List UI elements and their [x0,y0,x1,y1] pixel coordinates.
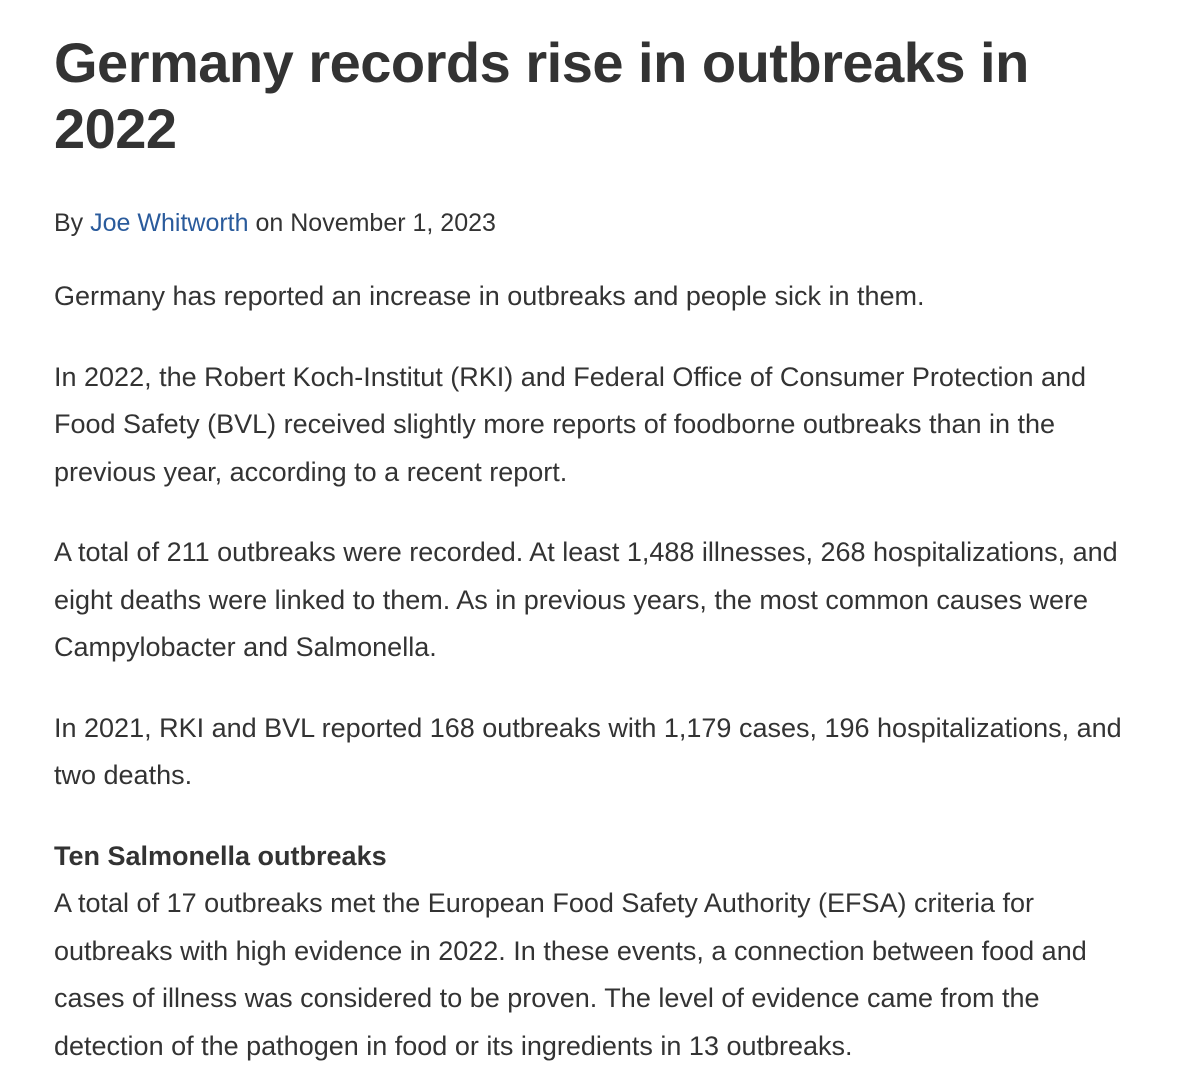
article: Germany records rise in outbreaks in 202… [54,30,1134,1070]
article-paragraph: Germany has reported an increase in outb… [54,281,925,311]
byline-prefix: By [54,209,84,237]
article-paragraph: A total of 211 outbreaks were recorded. … [54,537,1118,662]
article-title: Germany records rise in outbreaks in 202… [54,31,1029,160]
article-paragraph: In 2022, the Robert Koch-Institut (RKI) … [54,361,1087,487]
publish-date: November 1, 2023 [290,209,496,237]
article-paragraph: In 2021, RKI and BVL reported 168 outbre… [54,712,1122,791]
section-paragraph: A total of 17 outbreaks met the European… [54,888,1087,1061]
byline-date-prefix: on [255,209,284,237]
section-heading: Ten Salmonella outbreaks [54,840,387,871]
author-link[interactable]: Joe Whitworth [90,209,249,237]
byline: By Joe Whitworth on November 1, 2023 [54,208,1134,238]
